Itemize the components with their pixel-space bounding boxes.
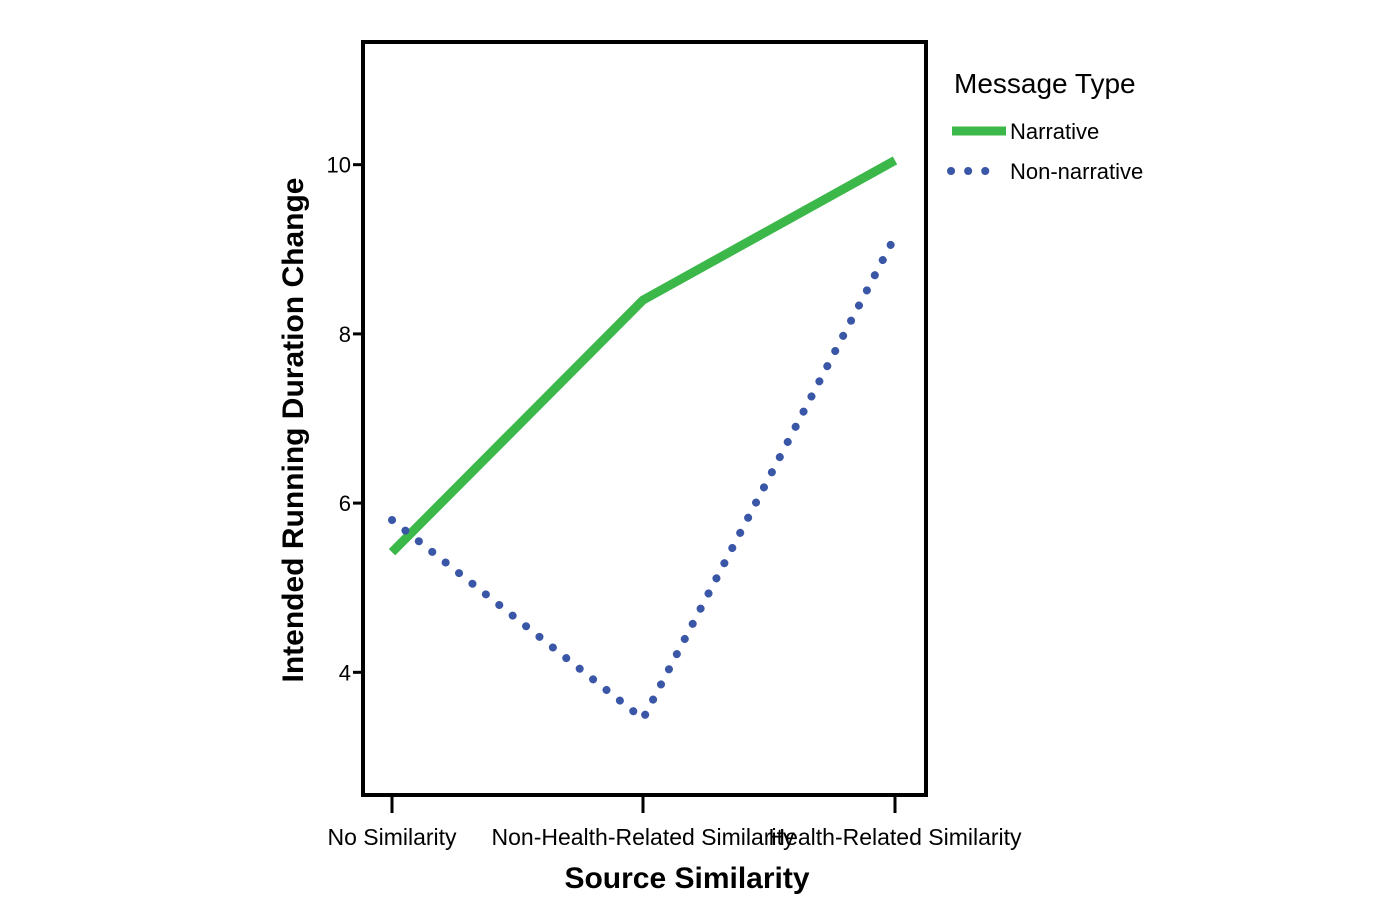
y-axis-ticks: 4 6 8 10 xyxy=(327,153,363,686)
x-axis-ticks: No Similarity Non-Health-Related Similari… xyxy=(327,795,1022,850)
legend-label: Non-narrative xyxy=(1010,159,1143,184)
legend: Message Type Narrative Non-narrative xyxy=(951,68,1143,184)
legend-title: Message Type xyxy=(954,68,1136,99)
plot-frame xyxy=(363,42,926,795)
x-category-label: Non-Health-Related Similarity xyxy=(492,824,795,850)
x-axis-title: Source Similarity xyxy=(564,862,809,895)
legend-items: Narrative Non-narrative xyxy=(951,119,1143,184)
series-lines xyxy=(392,160,895,719)
y-tick-label: 10 xyxy=(327,153,351,178)
y-tick-label: 4 xyxy=(339,660,351,685)
y-tick-label: 6 xyxy=(339,491,351,516)
x-category-label: No Similarity xyxy=(327,824,457,850)
x-category-label: Health-Related Similarity xyxy=(768,824,1022,850)
y-axis-title: Intended Running Duration Change xyxy=(277,178,310,683)
y-tick-label: 8 xyxy=(339,322,351,347)
series-line-narrative xyxy=(392,160,895,552)
legend-label: Narrative xyxy=(1010,119,1099,144)
